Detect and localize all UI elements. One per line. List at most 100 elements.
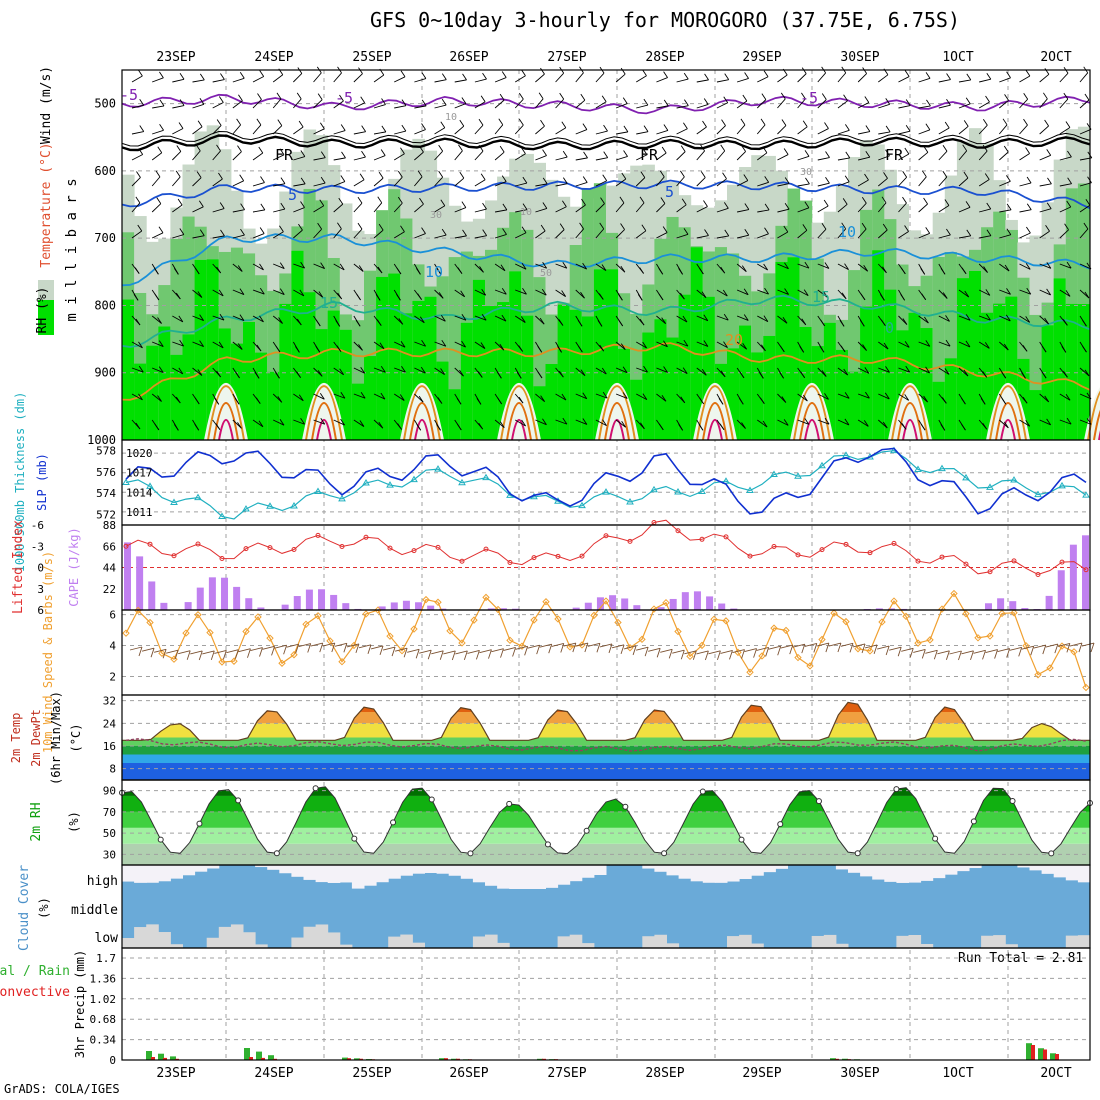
wind-barb bbox=[1019, 263, 1031, 270]
wind-barb bbox=[898, 130, 911, 135]
rh-shade-bright bbox=[581, 316, 595, 440]
wind-speed-point bbox=[758, 652, 766, 660]
wind-barb bbox=[999, 289, 1011, 295]
wind-barb bbox=[393, 202, 403, 213]
wind-barb bbox=[958, 235, 971, 239]
cloud-low-gap bbox=[134, 927, 147, 948]
wind10-barb-flag bbox=[584, 642, 589, 653]
wind-barb-flag bbox=[540, 224, 546, 232]
rh2m-point bbox=[157, 836, 164, 843]
temperature-contour-5 bbox=[121, 342, 1091, 401]
wind-barb-flag bbox=[340, 124, 346, 131]
wind-barb bbox=[514, 315, 526, 323]
lifted-index-line bbox=[125, 519, 1087, 576]
wind10-barb bbox=[587, 642, 601, 647]
wind10-barb bbox=[852, 643, 866, 648]
wind-barb-flag bbox=[844, 418, 850, 426]
rh-shade-bright bbox=[956, 278, 970, 440]
wind-barb bbox=[1039, 230, 1050, 239]
rh-tick-1: 50 bbox=[103, 827, 116, 840]
wind10-barb bbox=[720, 649, 733, 654]
wind-speed-point bbox=[1082, 683, 1090, 692]
wind-barb bbox=[777, 419, 789, 426]
wind-barb-flag bbox=[885, 149, 890, 157]
wind-barb bbox=[151, 176, 161, 187]
wind-barb bbox=[958, 367, 969, 377]
cloud-high-gap bbox=[956, 865, 970, 872]
wind-barb-flag bbox=[618, 293, 623, 301]
temp-band-3 bbox=[122, 737, 1090, 746]
wind-barb bbox=[999, 263, 1010, 272]
wind-barb bbox=[394, 367, 406, 373]
wind-barb-flag bbox=[845, 151, 851, 159]
wind-barb-flag bbox=[462, 73, 467, 81]
cape-bar bbox=[160, 602, 168, 610]
wind-barb-flag bbox=[762, 146, 768, 154]
top-date-label-9: 2OCT bbox=[1040, 50, 1071, 65]
wind-barb bbox=[999, 99, 1009, 109]
wind-barb bbox=[878, 177, 888, 187]
wind-speed-point bbox=[338, 658, 346, 666]
rh-shade-bright bbox=[932, 381, 946, 440]
wind-barb-flag bbox=[159, 71, 164, 79]
wind10-barb bbox=[599, 643, 613, 648]
wind-barb bbox=[615, 103, 628, 109]
wind-barb-flag bbox=[197, 369, 203, 376]
lifted-index-point bbox=[555, 553, 561, 559]
wind-barb-flag bbox=[985, 289, 991, 296]
wind10-barb-flag bbox=[717, 650, 721, 661]
wind-barb bbox=[333, 203, 344, 213]
wind-speed-point bbox=[482, 593, 490, 602]
wind-barb bbox=[454, 207, 467, 213]
wind-barb bbox=[555, 419, 568, 425]
wind-barb bbox=[737, 209, 749, 213]
cloud-low-gap bbox=[557, 936, 571, 948]
cloud-low-gap bbox=[303, 926, 317, 948]
wind-barb-flag bbox=[1084, 291, 1090, 299]
wind10-barb-flag bbox=[945, 650, 950, 660]
wind-barb-flag bbox=[661, 317, 667, 324]
wind-barb bbox=[434, 205, 446, 213]
wind-barb-flag bbox=[359, 420, 365, 427]
wind-barb bbox=[938, 79, 951, 83]
cape-bar bbox=[487, 608, 495, 610]
wind-speed-point bbox=[542, 598, 550, 606]
wind-barb-flag bbox=[723, 96, 729, 104]
wind-barb bbox=[454, 315, 467, 321]
wind-barb bbox=[817, 393, 829, 400]
rh-shade-bright bbox=[593, 269, 607, 440]
wind-barb-flag bbox=[441, 339, 447, 347]
wind-barb bbox=[313, 99, 323, 109]
wind-barb-flag bbox=[277, 119, 283, 126]
lifted-index-point bbox=[963, 561, 969, 567]
cloud-unit-label: (%) bbox=[37, 897, 51, 919]
cloud-high-gap bbox=[751, 865, 764, 876]
wind-speed-point bbox=[302, 620, 310, 629]
rh-shade-bright bbox=[243, 321, 256, 440]
wind-barb-flag bbox=[562, 150, 568, 158]
cloud-low-gap bbox=[581, 943, 595, 948]
wind-barb-flag bbox=[779, 372, 784, 379]
wind10-barb bbox=[1009, 646, 1022, 651]
wind-barb bbox=[636, 341, 647, 349]
wind-barb-flag bbox=[199, 340, 204, 347]
lifted-index-point bbox=[987, 569, 993, 575]
wind-barb-flag bbox=[499, 93, 505, 101]
wind10-barb-flag bbox=[596, 643, 601, 653]
wind-barb-flag bbox=[680, 170, 685, 178]
cloud-high-gap bbox=[315, 865, 329, 883]
wind-barb-flag bbox=[1084, 93, 1090, 101]
wind-barb bbox=[797, 289, 809, 297]
wind-barb-flag bbox=[400, 70, 406, 78]
wind-barb-flag bbox=[461, 314, 467, 321]
wind-barb-flag bbox=[1022, 345, 1028, 352]
wind-barb-flag bbox=[542, 149, 547, 156]
wind-barb-flag bbox=[337, 292, 343, 300]
wind10-barb bbox=[515, 645, 528, 650]
lifted-index-point bbox=[171, 553, 177, 559]
slp-tick-3: 1020 bbox=[126, 447, 153, 460]
wind-barb-flag bbox=[501, 314, 507, 322]
cloud-high-gap bbox=[388, 865, 401, 879]
wind-barb-flag bbox=[441, 228, 447, 236]
wind-barb-flag bbox=[259, 227, 265, 234]
